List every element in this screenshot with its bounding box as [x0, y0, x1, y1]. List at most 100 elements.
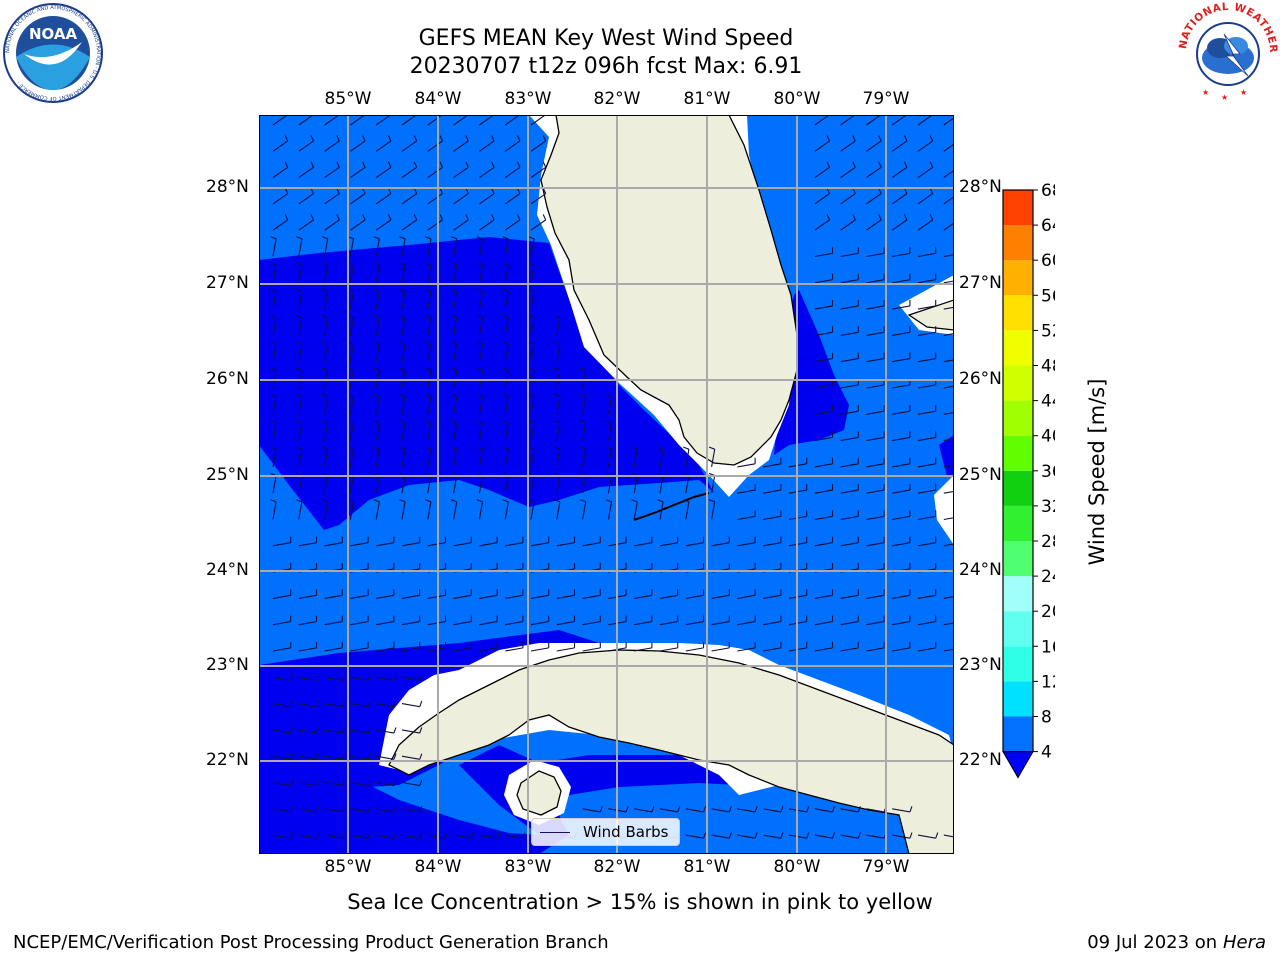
wind-barb	[892, 647, 911, 652]
wind-barb-flag	[579, 446, 586, 450]
wind-barb	[711, 449, 716, 467]
wind-barb-flag	[341, 806, 345, 813]
wind-barb-flag	[290, 806, 294, 813]
wind-barb	[814, 436, 833, 442]
wind-barb	[711, 621, 730, 626]
wind-barb	[298, 193, 314, 205]
wind-barb-flag	[657, 446, 664, 450]
wind-barb	[866, 166, 882, 179]
colorbar: 48121620242832364044485256606468	[1002, 181, 1055, 779]
wind-barb	[298, 264, 303, 283]
wind-barb	[607, 449, 613, 467]
wind-barb-flag	[341, 753, 345, 760]
wind-barb	[478, 475, 484, 494]
wind-barb-flag	[316, 674, 320, 681]
lat-tick-right-3: 26°N	[959, 369, 1002, 389]
wind-barb-flag	[399, 446, 406, 450]
wind-barb	[943, 306, 954, 310]
wind-barb	[350, 542, 369, 547]
wind-barb	[479, 542, 498, 547]
legend-label: Wind Barbs	[583, 823, 669, 841]
wind-barb-flag	[579, 394, 586, 398]
wind-barb-flag	[373, 288, 380, 292]
wind-barb	[401, 676, 420, 681]
wind-barb	[711, 647, 730, 652]
wind-barb	[530, 140, 547, 152]
wind-barb	[892, 331, 911, 336]
wind-barb	[298, 396, 303, 415]
wind-barb	[324, 781, 343, 787]
wind-barb	[298, 501, 303, 520]
wind-barb-flag	[677, 806, 681, 813]
wind-barb-flag	[754, 832, 758, 839]
wind-barb	[349, 264, 355, 283]
wind-barb	[840, 358, 859, 363]
wind-barb	[350, 647, 369, 652]
wind-barb-flag	[321, 288, 328, 292]
wind-barb	[891, 219, 908, 231]
wind-barb-flag	[296, 262, 303, 266]
wind-barb	[582, 422, 587, 441]
sea-ice-note: Sea Ice Concentration > 15% is shown in …	[347, 890, 933, 914]
wind-barb	[892, 305, 911, 310]
wind-barb	[298, 343, 303, 362]
wind-barb	[917, 384, 936, 389]
wind-barb-flag	[903, 135, 908, 142]
wind-barb	[814, 115, 830, 126]
wind-barb-flag	[703, 806, 707, 813]
wind-barb-flag	[270, 315, 277, 319]
wind-barb	[530, 317, 535, 336]
wind-barb	[427, 343, 432, 362]
wind-barb	[504, 396, 509, 415]
wind-barb-flag	[387, 135, 392, 142]
wind-barb-flag	[516, 135, 521, 142]
wind-barb	[840, 166, 856, 179]
wind-barb	[401, 703, 420, 708]
wind-barb-flag	[929, 161, 934, 168]
wind-barb	[943, 438, 954, 442]
wind-barb	[917, 463, 936, 468]
wind-barb	[634, 542, 653, 547]
wind-barb	[375, 343, 380, 362]
wind-barb	[814, 463, 833, 468]
wind-barb	[350, 808, 369, 813]
wind-barb-flag	[270, 420, 277, 424]
wind-barb-flag	[373, 341, 380, 345]
wind-barb-flag	[852, 135, 856, 142]
wind-barb	[892, 279, 911, 284]
wind-barb-flag	[321, 341, 328, 345]
wind-barb	[737, 621, 756, 626]
colorbar-tick-label: 32	[1041, 497, 1055, 517]
colorbar-tick-label: 64	[1041, 216, 1055, 236]
colorbar-tick-label: 44	[1041, 392, 1055, 412]
wind-barb-flag	[296, 236, 303, 240]
wind-barb	[478, 396, 484, 415]
wind-barb	[917, 410, 936, 415]
wind-barb-flag	[321, 315, 328, 319]
wind-barb	[324, 729, 343, 734]
wind-barb-flag	[362, 135, 366, 142]
wind-barb-flag	[826, 187, 831, 194]
wind-barb-flag	[367, 727, 371, 734]
wind-barb-flag	[296, 315, 303, 319]
svg-text:NOAA: NOAA	[29, 25, 78, 43]
wind-barb-flag	[728, 832, 732, 839]
wind-barb-flag	[826, 135, 831, 142]
wind-barb-flag	[310, 214, 315, 221]
wind-barb	[298, 594, 317, 599]
wind-barb-flag	[450, 394, 457, 398]
colorbar-segment	[1003, 295, 1033, 331]
wind-barb	[375, 140, 392, 152]
wind-barb	[840, 331, 859, 336]
wind-barb	[478, 449, 484, 467]
wind-barb	[530, 449, 535, 467]
wind-barb	[324, 647, 343, 652]
wind-barb	[737, 463, 756, 468]
wind-barb	[272, 193, 289, 205]
wind-barb	[324, 166, 340, 179]
wind-barb	[298, 703, 317, 708]
wind-barb	[530, 166, 547, 179]
wind-barb-flag	[857, 832, 861, 839]
wind-barb-flag	[393, 832, 397, 839]
wind-barb	[272, 703, 291, 708]
